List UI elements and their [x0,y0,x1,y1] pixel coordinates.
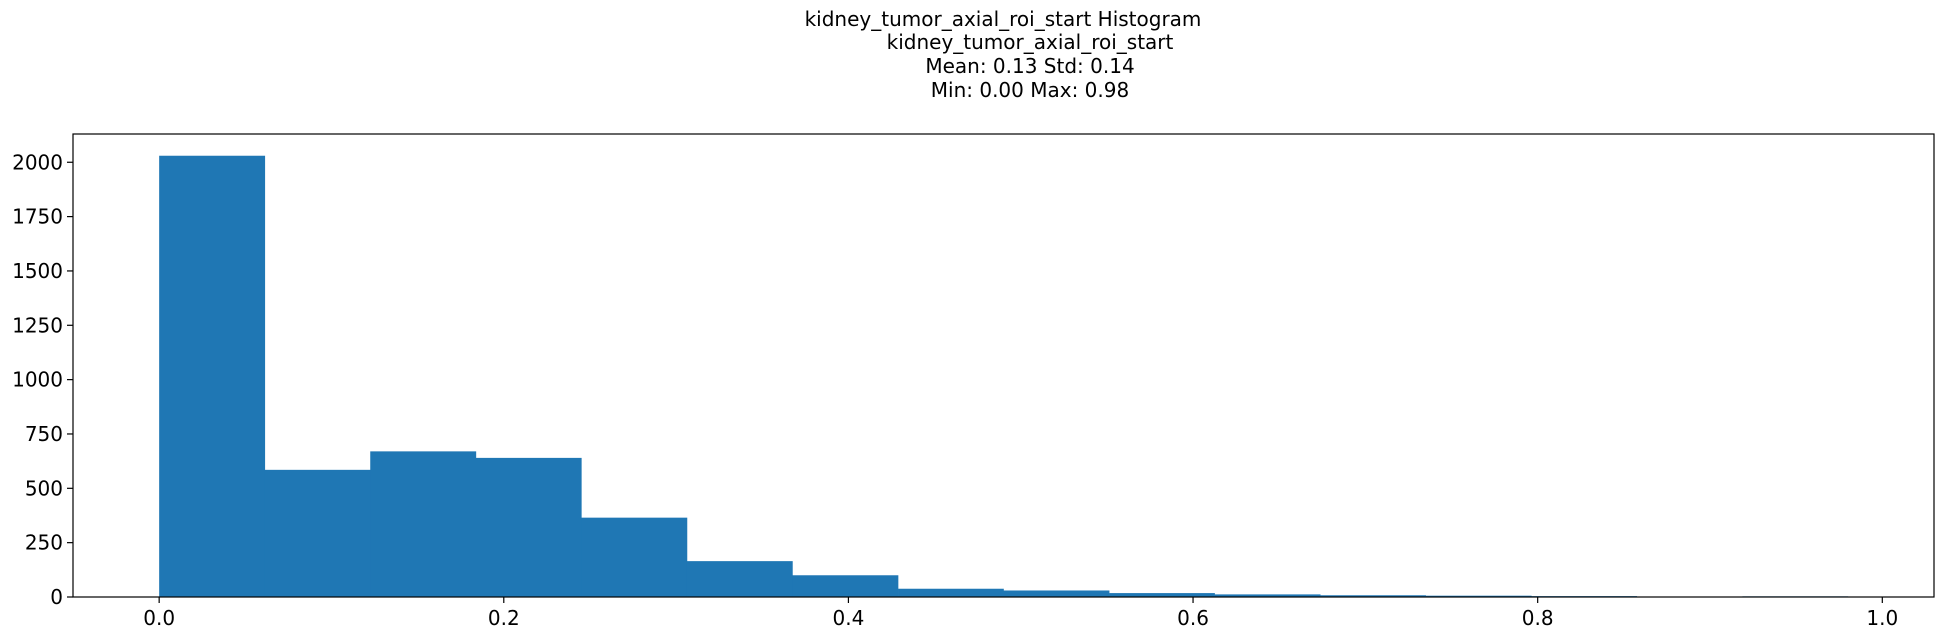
x-tick-label-0: 0.0 [143,606,175,630]
y-tick-label-6: 1500 [12,259,63,283]
y-tick-label-0: 0 [50,585,63,609]
y-tick-label-7: 1750 [12,205,63,229]
histogram-bar-4 [581,517,688,597]
histogram-bar-6 [792,575,899,597]
histogram-bar-10 [1214,594,1321,597]
histogram-bar-11 [1320,595,1426,597]
y-tick-label-3: 750 [25,422,63,446]
title-line-1: kidney_tumor_axial_roi_start Histogram [805,7,1202,31]
histogram-bar-12 [1425,595,1532,597]
histogram-bar-5 [686,561,793,597]
y-tick-label-5: 1250 [12,313,63,337]
histogram-bar-0 [159,155,266,597]
title-line-2: kidney_tumor_axial_roi_start [887,30,1174,54]
histogram-bar-9 [1109,593,1215,597]
y-tick-label-4: 1000 [12,368,63,392]
x-tick-label-4: 0.8 [1522,606,1554,630]
histogram-bar-2 [370,451,477,597]
x-tick-label-3: 0.6 [1177,606,1209,630]
x-tick-label-1: 0.2 [488,606,520,630]
histogram-bar-8 [1003,590,1110,597]
chart-title: kidney_tumor_axial_roi_start Histogram k… [805,7,1202,102]
x-tick-label-2: 0.4 [833,606,865,630]
x-tick-label-5: 1.0 [1866,606,1898,630]
histogram-bar-7 [898,588,1004,597]
histogram-bar-3 [475,457,582,597]
y-tick-label-8: 2000 [12,150,63,174]
title-line-4: Min: 0.00 Max: 0.98 [931,78,1129,102]
x-axis: 0.0 0.2 0.4 0.6 0.8 1.0 [143,597,1898,630]
y-tick-label-1: 250 [25,531,63,555]
title-line-3: Mean: 0.13 Std: 0.14 [925,54,1134,78]
histogram-bar-1 [264,469,371,597]
y-tick-label-2: 500 [25,476,63,500]
histogram-bars [159,155,1849,597]
y-axis: 0 250 500 750 1000 1250 1500 1750 2000 [12,150,73,609]
plot-frame [72,133,1935,598]
